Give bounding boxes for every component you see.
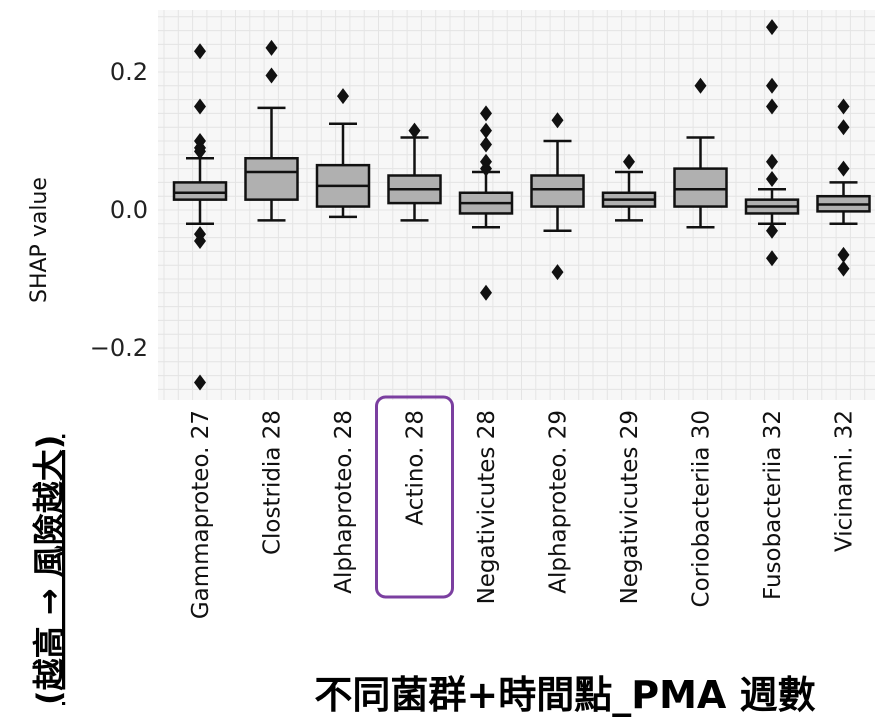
x-category-label: Coriobacteriia 30 — [689, 410, 715, 607]
box-9 — [744, 19, 800, 267]
x-category-label: Gammaproteo. 27 — [188, 410, 214, 619]
outlier-point — [766, 77, 778, 94]
outlier-point — [480, 136, 492, 153]
outlier-point — [265, 67, 278, 84]
outlier-point — [766, 153, 778, 170]
iqr-box — [673, 167, 728, 208]
highlight-frame — [375, 395, 454, 599]
box-10 — [816, 98, 871, 277]
outlier-point — [194, 143, 206, 160]
x-category-label: Clostridia 28 — [260, 410, 286, 555]
x-category-labels: Gammaproteo. 27 Clostridia 28 Alphaproteo.… — [188, 395, 858, 619]
outlier-point — [837, 260, 850, 277]
box-1 — [172, 43, 228, 391]
box-3 — [315, 88, 371, 219]
y-axis-note: (越高 → 風險越大) — [30, 435, 68, 705]
x-category-label: Alphaproteo. 29 — [546, 410, 572, 594]
outlier-point — [837, 246, 850, 263]
outlier-point — [480, 160, 492, 177]
outlier-point — [408, 122, 421, 139]
y-axis-label: SHAP value — [27, 177, 52, 303]
outlier-point — [766, 98, 778, 115]
x-category-label: Vicinami. 32 — [832, 410, 858, 552]
outlier-point — [194, 374, 206, 391]
outlier-point — [551, 112, 564, 129]
outlier-point — [623, 153, 635, 170]
box-4 — [387, 122, 442, 222]
outlier-point — [337, 88, 349, 105]
box-8 — [673, 77, 728, 229]
outlier-point — [265, 39, 278, 56]
iqr-box — [172, 181, 228, 201]
iqr-box — [530, 174, 585, 208]
outlier-point — [837, 98, 850, 115]
outlier-point — [766, 222, 778, 239]
box-series — [172, 19, 871, 391]
x-category-label: Negativicutes 29 — [617, 410, 643, 604]
x-axis-label: 不同菌群+時間點_PMA 週數 — [314, 673, 815, 717]
outlier-point — [837, 119, 850, 136]
x-category-label: Negativicutes 28 — [474, 410, 500, 604]
x-category-label: Alphaproteo. 28 — [331, 410, 357, 594]
outlier-point — [480, 105, 492, 122]
y-tick-label: −0.2 — [90, 334, 148, 362]
y-tick-labels: 0.2 0.0 −0.2 — [90, 58, 148, 362]
box-5 — [458, 105, 514, 301]
outlier-point — [551, 264, 564, 281]
x-category-label: Actino. 28 — [403, 410, 429, 526]
outlier-point — [480, 122, 492, 139]
outlier-point — [194, 43, 206, 60]
outlier-point — [194, 233, 206, 250]
y-tick-label: 0.0 — [110, 196, 148, 224]
box-6 — [530, 112, 585, 281]
iqr-box — [244, 157, 299, 201]
box-7 — [601, 153, 657, 222]
outlier-point — [766, 250, 778, 267]
outlier-point — [480, 284, 492, 301]
outlier-point — [837, 160, 850, 177]
x-category-label: Fusobacteriia 32 — [760, 410, 786, 600]
box-2 — [244, 39, 299, 222]
outlier-point — [766, 170, 778, 187]
outlier-point — [194, 98, 206, 115]
y-tick-label: 0.2 — [110, 58, 148, 86]
outlier-point — [694, 77, 707, 94]
outlier-point — [766, 19, 778, 36]
